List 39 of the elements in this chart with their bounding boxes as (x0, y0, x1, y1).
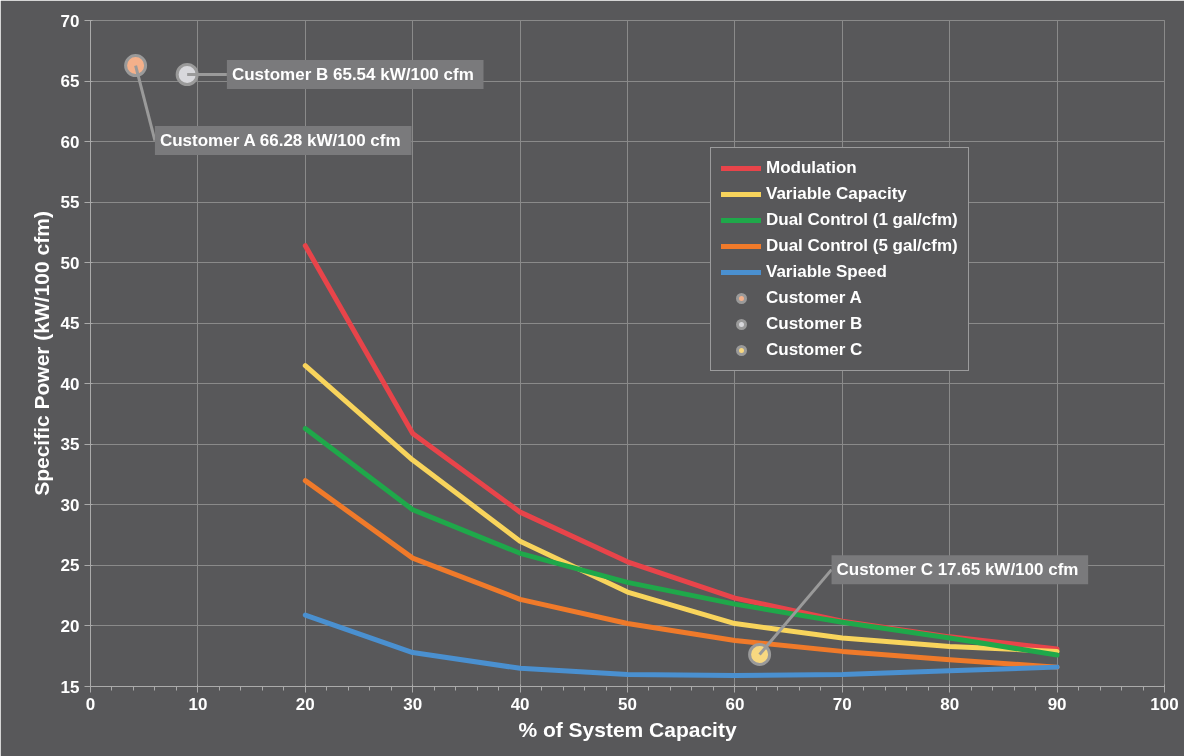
x-tick-label: 0 (85, 694, 96, 714)
y-tick-label: 50 (60, 253, 80, 273)
y-tick-label: 55 (60, 193, 80, 213)
x-axis-title: % of System Capacity (518, 717, 737, 741)
x-tick-label: 90 (1047, 694, 1067, 714)
y-tick-label: 25 (60, 556, 80, 576)
annotation: Customer B 65.54 kW/100 cfm (231, 65, 474, 85)
x-tick-label: 10 (188, 694, 208, 714)
y-tick-label: 70 (60, 11, 80, 31)
x-tick-label: 70 (832, 694, 852, 714)
x-tick-label: 50 (618, 694, 637, 714)
y-tick-label: 20 (60, 616, 80, 636)
x-tick-label: 40 (510, 694, 530, 714)
legend-label: Dual Control (5 gal/cfm) (766, 236, 958, 256)
legend-label: Dual Control (1 gal/cfm) (766, 210, 958, 230)
legend-label: Customer A (766, 288, 862, 308)
point (175, 63, 199, 86)
y-tick-label: 45 (60, 314, 80, 334)
y-tick-label: 30 (60, 495, 80, 515)
legend-label: Variable Capacity (766, 184, 907, 204)
legend-label: Variable Speed (766, 262, 887, 282)
legend-label: Customer C (766, 340, 863, 360)
y-tick-label: 35 (60, 435, 80, 455)
x-tick-label: 60 (725, 694, 745, 714)
y-tick-label: 15 (60, 677, 80, 697)
point (748, 642, 772, 666)
legend-label: Customer B (766, 314, 863, 334)
legend-label: Modulation (766, 158, 857, 178)
x-tick-label: 100 (1150, 694, 1179, 714)
y-tick-label: 40 (60, 374, 80, 394)
x-tick-label: 80 (940, 694, 960, 714)
y-axis-title: Specific Power (kW/100 cfm) (29, 211, 53, 496)
annotation: Customer A 66.28 kW/100 cfm (159, 131, 401, 151)
annotation: Customer C 17.65 kW/100 cfm (836, 560, 1079, 580)
point (124, 54, 148, 78)
y-tick-label: 65 (60, 72, 80, 92)
y-tick-label: 60 (60, 132, 80, 152)
x-tick-label: 20 (295, 694, 315, 714)
x-tick-label: 30 (403, 694, 423, 714)
